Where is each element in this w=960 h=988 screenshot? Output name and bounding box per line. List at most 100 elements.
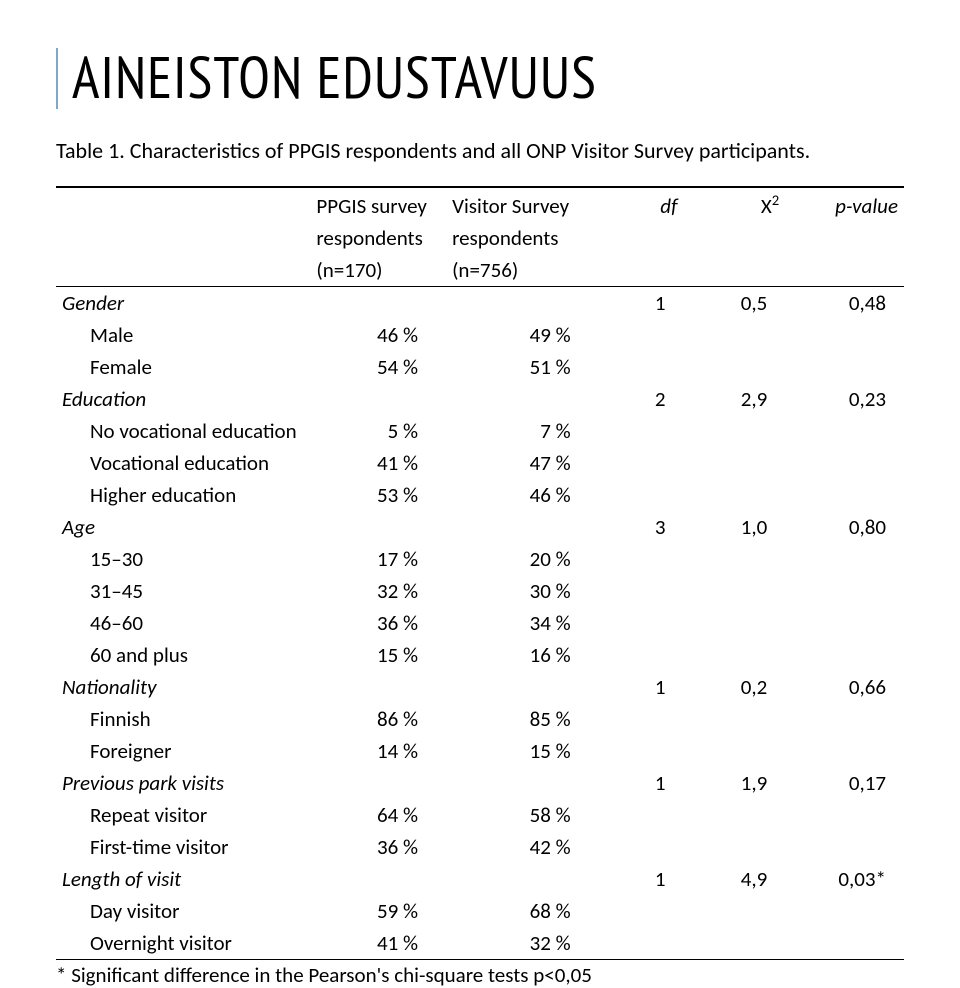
table-body: Gender10,50,48Male46 %49 %Female54 %51 %…	[56, 286, 904, 959]
group-p: 0,03*	[785, 863, 904, 895]
group-label: Nationality	[56, 671, 310, 703]
row-ppgis: 36 %	[310, 831, 446, 863]
data-row: Foreigner14 %15 %	[56, 735, 904, 767]
group-df: 2	[599, 383, 684, 415]
row-label: 60 and plus	[56, 639, 310, 671]
group-df: 3	[599, 511, 684, 543]
group-x2: 1,0	[683, 511, 785, 543]
row-ppgis: 86 %	[310, 703, 446, 735]
group-label: Age	[56, 511, 310, 543]
row-ppgis: 41 %	[310, 927, 446, 960]
header-vs-2: respondents	[446, 222, 599, 254]
row-vs: 49 %	[446, 319, 599, 351]
row-ppgis: 32 %	[310, 575, 446, 607]
row-ppgis: 54 %	[310, 351, 446, 383]
group-p: 0,23	[785, 383, 904, 415]
row-label: 46–60	[56, 607, 310, 639]
group-x2: 2,9	[683, 383, 785, 415]
group-p: 0,17	[785, 767, 904, 799]
row-label: 31–45	[56, 575, 310, 607]
table-footnote: * Significant difference in the Pearson'…	[56, 962, 904, 988]
group-label: Education	[56, 383, 310, 415]
data-row: 46–6036 %34 %	[56, 607, 904, 639]
row-vs: 7 %	[446, 415, 599, 447]
header-ppgis-3: (n=170)	[310, 254, 446, 287]
row-ppgis: 14 %	[310, 735, 446, 767]
data-row: Overnight visitor41 %32 %	[56, 927, 904, 960]
row-vs: 34 %	[446, 607, 599, 639]
row-label: Foreigner	[56, 735, 310, 767]
data-row: Finnish86 %85 %	[56, 703, 904, 735]
data-row: No vocational education5 %7 %	[56, 415, 904, 447]
row-label: First-time visitor	[56, 831, 310, 863]
row-ppgis: 46 %	[310, 319, 446, 351]
header-x2: Χ2	[683, 187, 785, 222]
row-ppgis: 59 %	[310, 895, 446, 927]
header-vs-3: (n=756)	[446, 254, 599, 287]
row-vs: 20 %	[446, 543, 599, 575]
data-row: First-time visitor36 %42 %	[56, 831, 904, 863]
row-ppgis: 36 %	[310, 607, 446, 639]
group-p: 0,80	[785, 511, 904, 543]
row-label: No vocational education	[56, 415, 310, 447]
data-row: Vocational education41 %47 %	[56, 447, 904, 479]
group-row: Length of visit 14,90,03*	[56, 863, 904, 895]
data-row: Female54 %51 %	[56, 351, 904, 383]
row-label: Higher education	[56, 479, 310, 511]
data-row: 15–3017 %20 %	[56, 543, 904, 575]
data-row: Higher education53 %46 %	[56, 479, 904, 511]
header-vs-1: Visitor Survey	[446, 187, 599, 222]
header-ppgis-1: PPGIS survey	[310, 187, 446, 222]
row-vs: 85 %	[446, 703, 599, 735]
row-ppgis: 15 %	[310, 639, 446, 671]
row-vs: 47 %	[446, 447, 599, 479]
row-vs: 42 %	[446, 831, 599, 863]
group-x2: 4,9	[683, 863, 785, 895]
header-df: df	[599, 187, 684, 222]
data-row: Male46 %49 %	[56, 319, 904, 351]
row-label: Day visitor	[56, 895, 310, 927]
group-p: 0,48	[785, 286, 904, 319]
group-df: 1	[599, 671, 684, 703]
row-label: Vocational education	[56, 447, 310, 479]
row-vs: 58 %	[446, 799, 599, 831]
group-label: Gender	[56, 286, 310, 319]
group-df: 1	[599, 286, 684, 319]
group-x2: 0,2	[683, 671, 785, 703]
group-label: Previous park visits	[56, 767, 310, 799]
data-row: Day visitor59 %68 %	[56, 895, 904, 927]
group-label: Length of visit	[56, 863, 310, 895]
group-df: 1	[599, 767, 684, 799]
table-caption: Table 1. Characteristics of PPGIS respon…	[56, 137, 904, 164]
group-p: 0,66	[785, 671, 904, 703]
row-ppgis: 53 %	[310, 479, 446, 511]
row-ppgis: 64 %	[310, 799, 446, 831]
row-ppgis: 41 %	[310, 447, 446, 479]
row-vs: 46 %	[446, 479, 599, 511]
group-df: 1	[599, 863, 684, 895]
row-ppgis: 5 %	[310, 415, 446, 447]
group-x2: 1,9	[683, 767, 785, 799]
row-vs: 15 %	[446, 735, 599, 767]
row-vs: 32 %	[446, 927, 599, 960]
row-label: Repeat visitor	[56, 799, 310, 831]
data-row: 31–4532 %30 %	[56, 575, 904, 607]
row-vs: 68 %	[446, 895, 599, 927]
group-row: Previous park visits 11,90,17	[56, 767, 904, 799]
header-pvalue: p-value	[785, 187, 904, 222]
group-x2: 0,5	[683, 286, 785, 319]
data-row: 60 and plus15 %16 %	[56, 639, 904, 671]
data-row: Repeat visitor64 %58 %	[56, 799, 904, 831]
characteristics-table: PPGIS survey Visitor Survey df Χ2 p-valu…	[56, 186, 904, 960]
row-ppgis: 17 %	[310, 543, 446, 575]
row-vs: 30 %	[446, 575, 599, 607]
group-row: Gender 10,50,48	[56, 286, 904, 319]
row-label: Male	[56, 319, 310, 351]
row-label: Female	[56, 351, 310, 383]
group-row: Age 31,00,80	[56, 511, 904, 543]
slide-title: AINEISTON EDUSTAVUUS	[56, 48, 904, 109]
row-label: 15–30	[56, 543, 310, 575]
row-label: Overnight visitor	[56, 927, 310, 960]
row-vs: 16 %	[446, 639, 599, 671]
group-row: Education 22,90,23	[56, 383, 904, 415]
